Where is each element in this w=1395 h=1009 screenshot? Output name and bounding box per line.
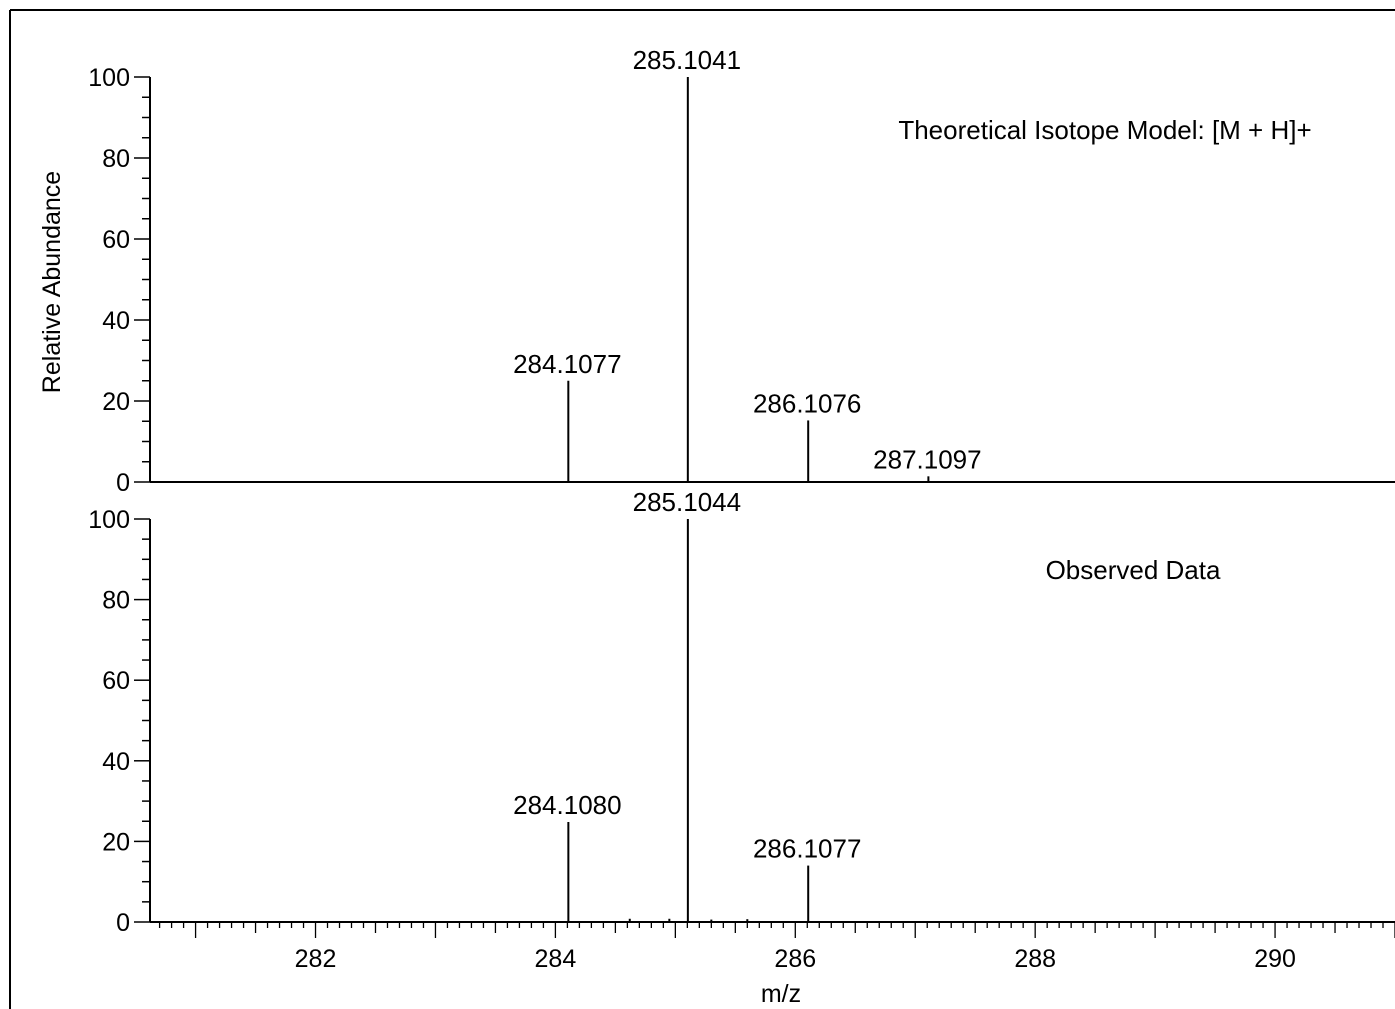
peak-label: 287.1097	[873, 444, 981, 474]
plot-layer: 0 20 40 60 80 100 284.1077 285.1041 286.1076 287.…	[88, 45, 1395, 973]
y-tick-label: 80	[102, 145, 130, 173]
y-axis-label: Relative Abundance	[38, 171, 66, 393]
y-tick-label: 0	[116, 469, 130, 497]
x-tick-label: 290	[1254, 945, 1296, 973]
y-tick-label: 100	[88, 64, 130, 92]
y-tick-label: 0	[116, 909, 130, 937]
y-tick-label: 60	[102, 667, 130, 695]
y-tick-label: 80	[102, 587, 130, 615]
peak-label: 285.1041	[633, 45, 741, 75]
y-tick-label: 20	[102, 388, 130, 416]
y-tick-label: 20	[102, 828, 130, 856]
peak-label: 284.1077	[513, 349, 621, 379]
y-tick-label: 40	[102, 748, 130, 776]
y-tick-label: 100	[88, 506, 130, 534]
peak-label: 285.1044	[633, 487, 741, 517]
y-tick-label: 60	[102, 226, 130, 254]
x-axis-label: m/z	[761, 980, 801, 1008]
peak-label: 286.1076	[753, 388, 861, 418]
peak-label: 284.1080	[513, 790, 621, 820]
x-tick-label: 286	[774, 945, 816, 973]
x-tick-label: 288	[1014, 945, 1056, 973]
x-tick-label: 282	[295, 945, 337, 973]
x-tick-label: 284	[535, 945, 577, 973]
peak-label: 286.1077	[753, 834, 861, 864]
y-tick-label: 40	[102, 307, 130, 335]
panel-title-observed: Observed Data	[1046, 555, 1221, 585]
panel-title-theoretical: Theoretical Isotope Model: [M + H]+	[898, 115, 1311, 145]
